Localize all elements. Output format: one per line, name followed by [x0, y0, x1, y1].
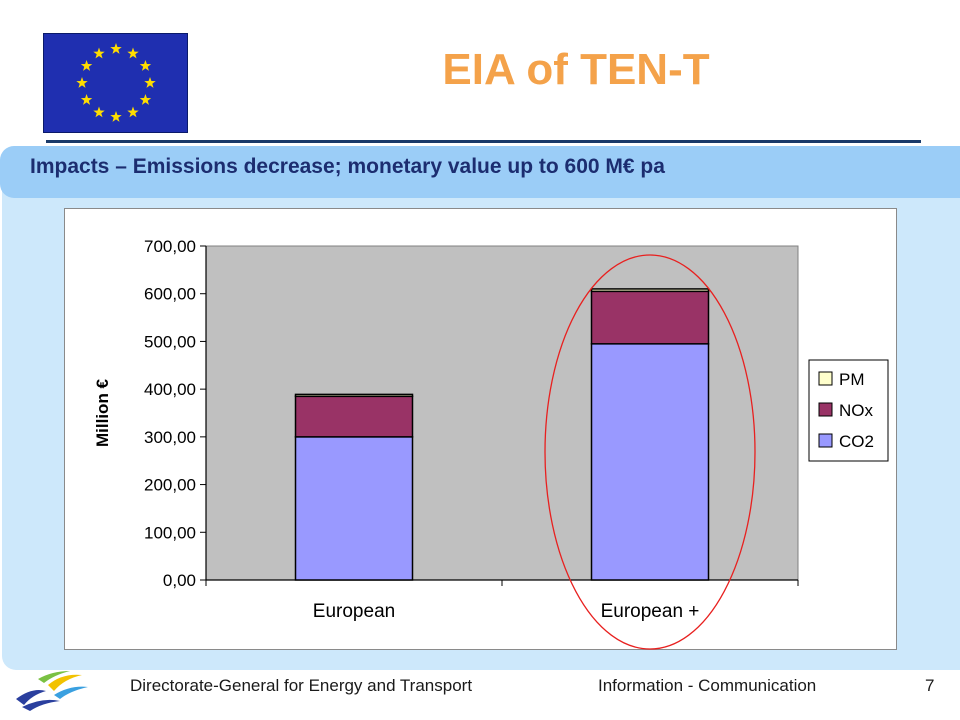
flag-star	[127, 106, 139, 118]
flag-stars	[76, 43, 156, 122]
legend-swatch-co2	[818, 433, 833, 448]
flag-star	[144, 77, 156, 88]
flag-star	[139, 94, 152, 105]
y-tick-label: 700,00	[144, 237, 196, 256]
page-number: 7	[925, 676, 935, 695]
slide-subtitle: Impacts – Emissions decrease; monetary v…	[30, 155, 665, 178]
y-tick-label: 100,00	[144, 523, 196, 542]
flag-star	[80, 60, 93, 71]
highlight-ellipse	[544, 254, 756, 650]
bar-segment-co2	[294, 436, 414, 581]
chart-container: 0,00 100,00 200,00 300,00 400,00 500,00 600,00…	[64, 208, 897, 650]
flag-star	[93, 47, 105, 59]
legend-swatch-pm	[818, 371, 833, 386]
y-tick-label: 500,00	[144, 332, 196, 351]
subtitle-bar	[0, 146, 960, 198]
y-tick-label: 0,00	[163, 571, 196, 590]
footer-department: Directorate-General for Energy and Trans…	[130, 676, 473, 695]
bar-segment-pm	[294, 393, 414, 398]
chart-legend: PM NOx CO2	[808, 359, 889, 462]
bar-segment-pm	[590, 288, 710, 293]
flag-star	[110, 111, 122, 122]
legend-swatch-nox	[818, 402, 833, 417]
slide-title: EIA of TEN-T	[442, 45, 710, 94]
bar-segment-co2	[590, 343, 710, 581]
y-tick-label: 600,00	[144, 285, 196, 304]
flag-star	[110, 43, 122, 54]
x-category-label: European	[313, 601, 395, 622]
legend-label-nox: NOx	[839, 401, 874, 420]
legend-label-pm: PM	[839, 370, 865, 389]
flag-star	[76, 77, 88, 88]
eu-flag-icon	[43, 33, 188, 133]
footer-unit: Information - Communication	[598, 676, 817, 695]
title-divider	[46, 140, 921, 143]
y-axis-title: Million €	[93, 378, 112, 447]
y-tick-label: 400,00	[144, 380, 196, 399]
flag-star	[139, 60, 152, 71]
y-tick-label: 300,00	[144, 428, 196, 447]
bar-segment-nox	[294, 395, 414, 438]
legend-label-co2: CO2	[839, 432, 874, 451]
y-tick-label: 200,00	[144, 476, 196, 495]
dg-transport-logo-icon	[16, 671, 88, 711]
x-category-label: European +	[601, 601, 700, 622]
bar-segment-nox	[590, 290, 710, 345]
flag-star	[80, 94, 93, 105]
flag-star	[93, 106, 105, 118]
flag-star	[127, 47, 139, 59]
emissions-chart: 0,00 100,00 200,00 300,00 400,00 500,00 600,00…	[93, 237, 889, 650]
